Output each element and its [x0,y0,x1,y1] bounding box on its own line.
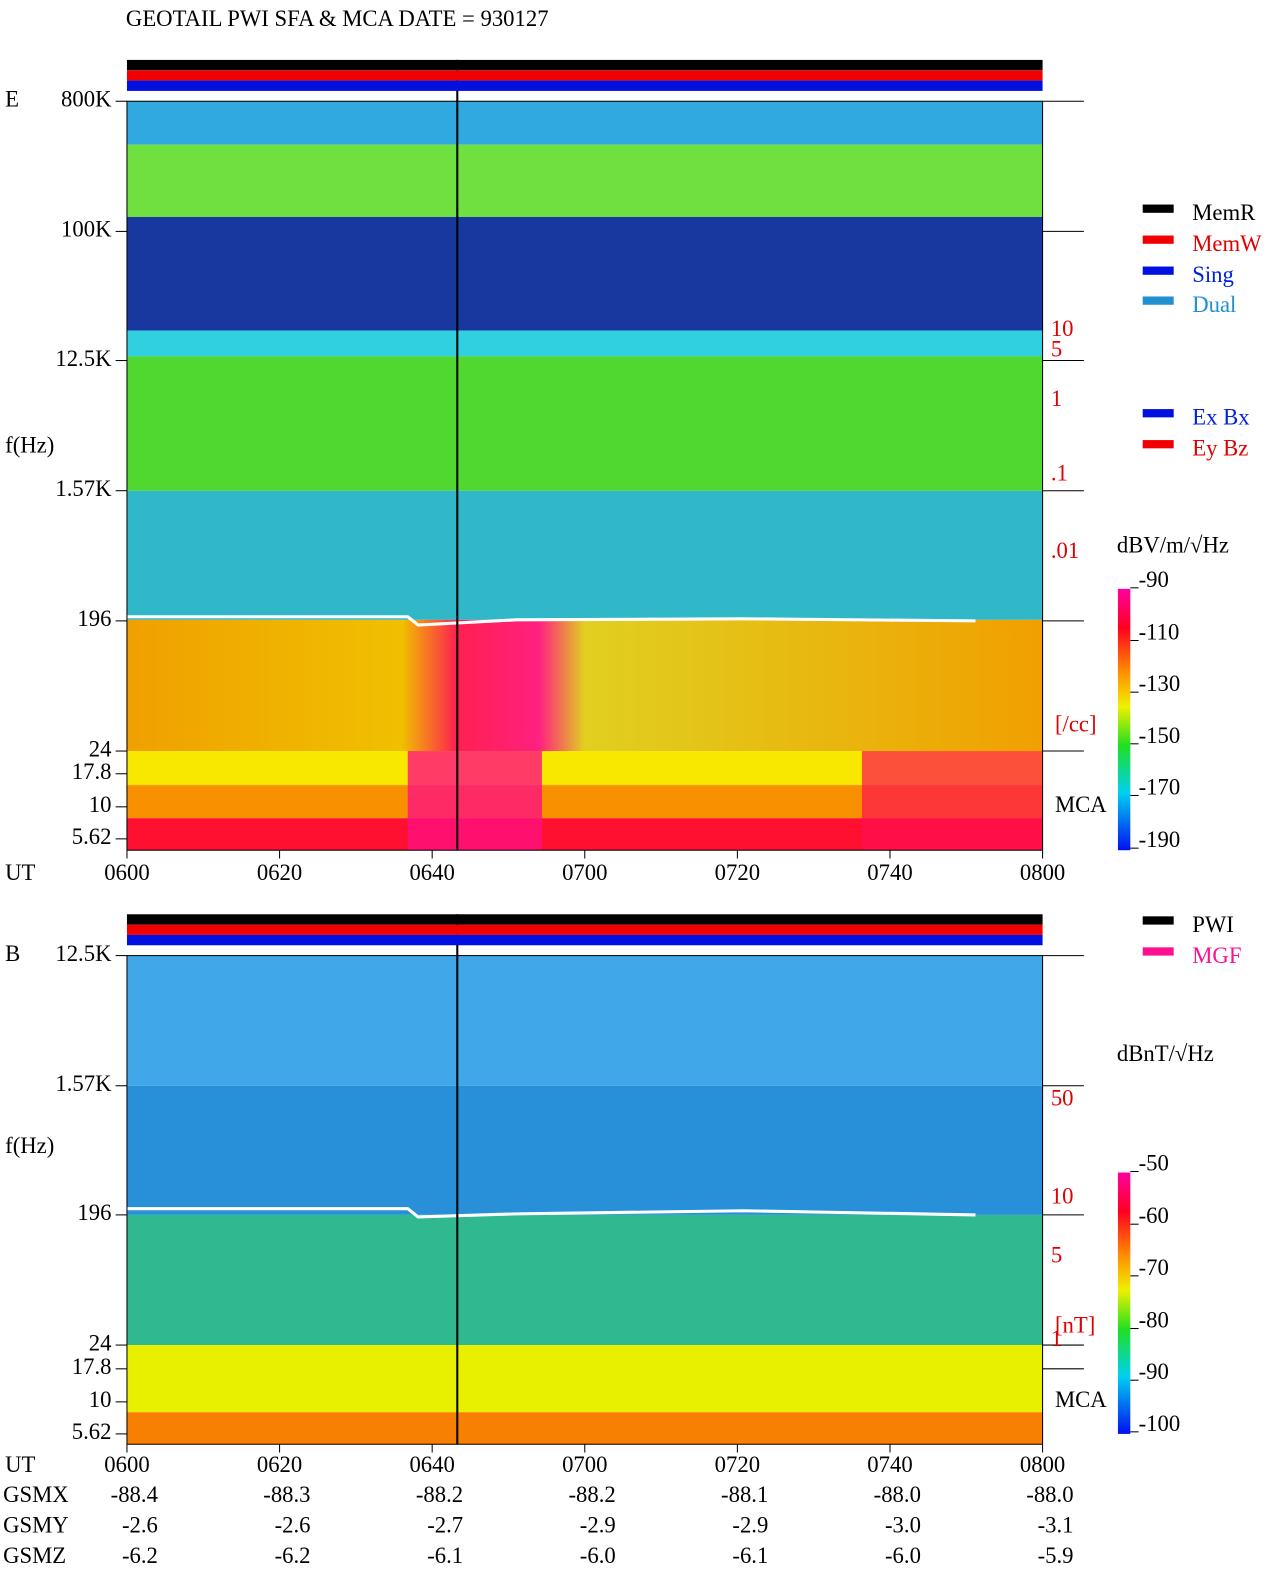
orbit-value: -6.1 [732,1543,768,1568]
orbit-value: -2.9 [580,1513,616,1538]
colorbar-unit: dBV/m/√Hz [1117,533,1229,558]
orbit-value: -2.6 [275,1513,311,1538]
orbit-value: -3.0 [885,1513,921,1538]
orbit-value: -88.0 [1026,1482,1073,1507]
colorbar-tick-label: -90 [1139,1359,1169,1384]
orbit-value: -5.9 [1038,1543,1074,1568]
colorbar-tick-label: -80 [1139,1308,1169,1333]
orbit-value: -2.9 [732,1513,768,1538]
right-scale-label: 50 [1051,1085,1074,1110]
legend-label: Sing [1192,262,1234,287]
colorbar-tick-label: -60 [1139,1203,1169,1228]
x-tick-label: 0620 [257,1452,302,1477]
y-tick-label: 24 [89,1330,112,1355]
orbit-value: -6.2 [122,1543,158,1568]
y-tick-label: 196 [77,606,111,631]
orbit-value: -88.0 [874,1482,921,1507]
legend-label: Ex Bx [1192,405,1250,430]
y-tick-label: 1.57K [55,476,112,501]
x-axis-label: UT [5,860,35,885]
right-unit: [nT] [1055,1313,1095,1338]
orbit-value: -88.3 [263,1482,310,1507]
colorbar-tick-label: -70 [1139,1255,1169,1280]
orbit-value: -88.1 [721,1482,768,1507]
orbit-value: -88.2 [416,1482,463,1507]
x-tick-label: 0720 [715,860,760,885]
y-tick-label: 10 [89,792,112,817]
colorbar-tick-label: -150 [1139,723,1181,748]
x-tick-label: 0620 [257,860,302,885]
mca-label: MCA [1055,1387,1107,1412]
colorbar-tick-label: -190 [1139,827,1181,852]
right-unit: [/cc] [1055,711,1097,736]
right-scale-label: .01 [1051,538,1079,563]
orbit-value: -2.7 [427,1513,463,1538]
orbit-row-name: GSMZ [3,1543,66,1568]
colorbar-tick-label: -170 [1139,774,1181,799]
y-tick-label: 17.8 [72,759,112,784]
y-axis-label: f(Hz) [5,1133,54,1158]
x-tick-label: 0740 [867,1452,912,1477]
legend-label: MemW [1192,231,1262,256]
colorbar-tick-label: -110 [1139,620,1180,645]
y-tick-label: 1.57K [55,1071,112,1096]
legend-label: PWI [1192,912,1234,937]
orbit-value: -2.6 [122,1513,158,1538]
panel-label: E [5,86,19,111]
x-tick-label: 0700 [562,1452,607,1477]
colorbar-tick-label: -100 [1139,1411,1181,1436]
title: GEOTAIL PWI SFA & MCA DATE = 930127 [126,6,549,31]
panel-label: B [5,941,20,966]
orbit-value: -6.1 [427,1543,463,1568]
x-tick-label: 0720 [715,1452,760,1477]
y-tick-label: 12.5K [55,941,112,966]
orbit-value: -6.0 [885,1543,921,1568]
orbit-value: -6.2 [275,1543,311,1568]
right-scale-label: 1 [1051,1326,1062,1351]
colorbar-tick-label: -50 [1139,1151,1169,1176]
y-tick-label: 24 [89,736,112,761]
x-tick-label: 0640 [409,1452,454,1477]
orbit-value: -6.0 [580,1543,616,1568]
x-tick-label: 0600 [104,860,149,885]
right-scale-label: 1 [1051,386,1062,411]
y-tick-label: 800K [61,86,112,111]
spectrogram-image [126,59,1131,1445]
x-tick-label: 0640 [409,860,454,885]
colorbar-tick-label: -90 [1139,567,1169,592]
right-scale-label: 10 [1051,316,1074,341]
orbit-row-name: GSMY [3,1513,69,1538]
legend-label: Dual [1192,292,1236,317]
x-axis-label: UT [5,1452,35,1477]
y-tick-label: 10 [89,1387,112,1412]
y-tick-label: 5.62 [72,824,112,849]
right-scale-label: 5 [1051,336,1062,361]
y-tick-label: 12.5K [55,346,112,371]
colorbar-tick-label: -130 [1139,671,1181,696]
x-tick-label: 0700 [562,860,607,885]
colorbar-unit: dBnT/√Hz [1117,1041,1214,1066]
y-tick-label: 100K [61,217,112,242]
y-tick-label: 196 [77,1200,111,1225]
y-tick-label: 17.8 [72,1354,112,1379]
mca-label: MCA [1055,792,1107,817]
x-tick-label: 0600 [104,1452,149,1477]
right-scale-label: 5 [1051,1242,1062,1267]
y-tick-label: 5.62 [72,1419,112,1444]
orbit-value: -3.1 [1038,1513,1074,1538]
x-tick-label: 0740 [867,860,912,885]
legend-swatches [1142,204,1174,956]
y-axis-label: f(Hz) [5,433,54,458]
orbit-row-name: GSMX [3,1482,69,1507]
orbit-value: -88.2 [568,1482,615,1507]
orbit-value: -88.4 [111,1482,158,1507]
legend-label: MemR [1192,200,1256,225]
right-scale-label: 10 [1051,1184,1074,1209]
legend-label: Ey Bz [1192,436,1248,461]
right-scale-label: .1 [1051,460,1068,485]
x-tick-label: 0800 [1020,860,1065,885]
x-tick-label: 0800 [1020,1452,1065,1477]
legend-label: MGF [1192,943,1241,968]
